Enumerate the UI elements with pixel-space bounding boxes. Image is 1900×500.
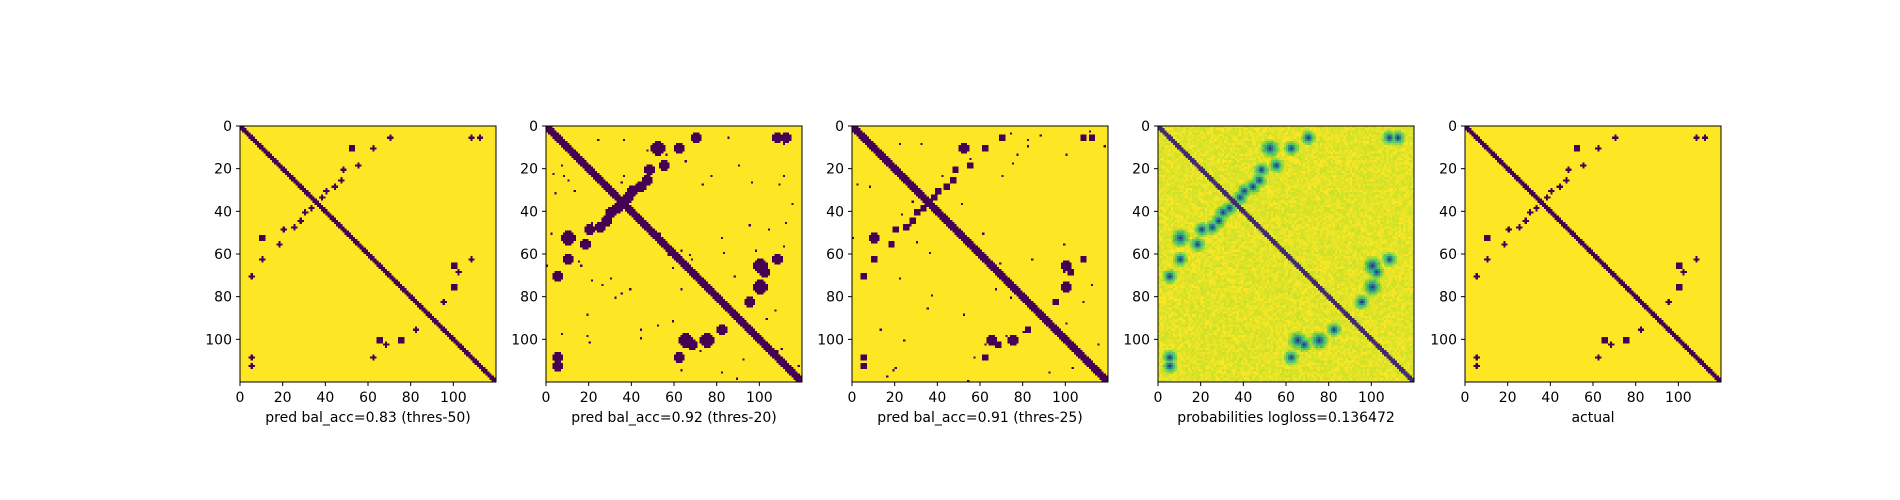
x-tick-label: 20 — [274, 390, 292, 406]
y-tick-label: 60 — [520, 247, 538, 263]
x-tick-label: 100 — [1052, 390, 1079, 406]
x-tick-label: 60 — [971, 390, 989, 406]
x-tick-label: 100 — [1665, 390, 1692, 406]
x-tick-label: 80 — [402, 390, 420, 406]
x-tick-label: 0 — [236, 390, 245, 406]
x-tick-label: 20 — [1192, 390, 1210, 406]
x-tick-label: 0 — [848, 390, 857, 406]
x-tick-label: 80 — [1320, 390, 1338, 406]
x-tick-label: 60 — [359, 390, 377, 406]
y-tick-label: 0 — [835, 119, 844, 135]
x-tick-label: 60 — [1277, 390, 1295, 406]
x-axis-label: pred bal_acc=0.91 (thres-25) — [877, 410, 1082, 426]
x-tick-label: 60 — [1584, 390, 1602, 406]
x-tick-label: 40 — [1234, 390, 1252, 406]
x-axis-label: pred bal_acc=0.92 (thres-20) — [571, 410, 776, 426]
y-tick-label: 0 — [223, 119, 232, 135]
y-tick-label: 0 — [529, 119, 538, 135]
x-tick-label: 100 — [440, 390, 467, 406]
y-tick-label: 20 — [214, 162, 232, 178]
y-tick-label: 80 — [826, 290, 844, 306]
x-tick-label: 80 — [1627, 390, 1645, 406]
x-tick-label: 40 — [316, 390, 334, 406]
y-tick-label: 60 — [1439, 247, 1457, 263]
y-tick-label: 100 — [817, 332, 844, 348]
x-tick-label: 100 — [746, 390, 773, 406]
y-tick-label: 20 — [1439, 162, 1457, 178]
y-tick-label: 40 — [214, 204, 232, 220]
x-tick-label: 0 — [1154, 390, 1163, 406]
y-tick-label: 40 — [1439, 204, 1457, 220]
y-tick-label: 100 — [1430, 332, 1457, 348]
heatmap-panel-2: 0 20 40 60 80 100 0 20 40 60 80 100 pred bal_acc=0.9… — [511, 119, 803, 426]
x-tick-label: 40 — [622, 390, 640, 406]
y-tick-label: 40 — [1132, 204, 1150, 220]
x-tick-label: 80 — [1014, 390, 1032, 406]
heatmap-panel-5: 0 20 40 60 80 100 0 20 40 60 80 100 actual — [1430, 119, 1722, 426]
y-tick-label: 100 — [205, 332, 232, 348]
y-tick-label: 60 — [1132, 247, 1150, 263]
y-tick-label: 20 — [1132, 162, 1150, 178]
x-tick-label: 100 — [1358, 390, 1385, 406]
heatmap-panel-3: 0 20 40 60 80 100 0 20 40 60 80 100 pred bal_acc=0.9… — [817, 119, 1109, 426]
x-tick-label: 0 — [542, 390, 551, 406]
heatmap-panel-4: 0 20 40 60 80 100 0 20 40 60 80 100 probabilities lo… — [1123, 119, 1415, 426]
y-tick-label: 40 — [520, 204, 538, 220]
heatmap-image — [1158, 126, 1414, 382]
y-tick-label: 80 — [1132, 290, 1150, 306]
x-tick-label: 20 — [1499, 390, 1517, 406]
y-tick-label: 20 — [826, 162, 844, 178]
y-tick-label: 0 — [1141, 119, 1150, 135]
y-tick-label: 100 — [511, 332, 538, 348]
y-tick-label: 40 — [826, 204, 844, 220]
x-tick-label: 40 — [928, 390, 946, 406]
x-tick-label: 0 — [1461, 390, 1470, 406]
x-tick-label: 60 — [665, 390, 683, 406]
y-tick-label: 60 — [214, 247, 232, 263]
x-tick-label: 20 — [886, 390, 904, 406]
y-tick-label: 0 — [1448, 119, 1457, 135]
y-tick-label: 20 — [520, 162, 538, 178]
x-axis-label: probabilities logloss=0.136472 — [1177, 410, 1395, 426]
y-tick-label: 80 — [520, 290, 538, 306]
x-tick-label: 20 — [580, 390, 598, 406]
heatmap-image — [1465, 126, 1721, 382]
heatmap-image — [240, 126, 496, 382]
heatmap-image — [546, 126, 802, 382]
x-tick-label: 40 — [1541, 390, 1559, 406]
y-tick-label: 80 — [1439, 290, 1457, 306]
y-tick-label: 80 — [214, 290, 232, 306]
y-tick-label: 60 — [826, 247, 844, 263]
y-tick-label: 100 — [1123, 332, 1150, 348]
heatmap-image — [852, 126, 1108, 382]
x-axis-label: pred bal_acc=0.83 (thres-50) — [265, 410, 470, 426]
heatmap-panel-1: 0 20 40 60 80 100 0 20 40 60 80 100 pred bal_acc=0.8… — [205, 119, 497, 426]
x-axis-label: actual — [1571, 410, 1614, 426]
x-tick-label: 80 — [708, 390, 726, 406]
